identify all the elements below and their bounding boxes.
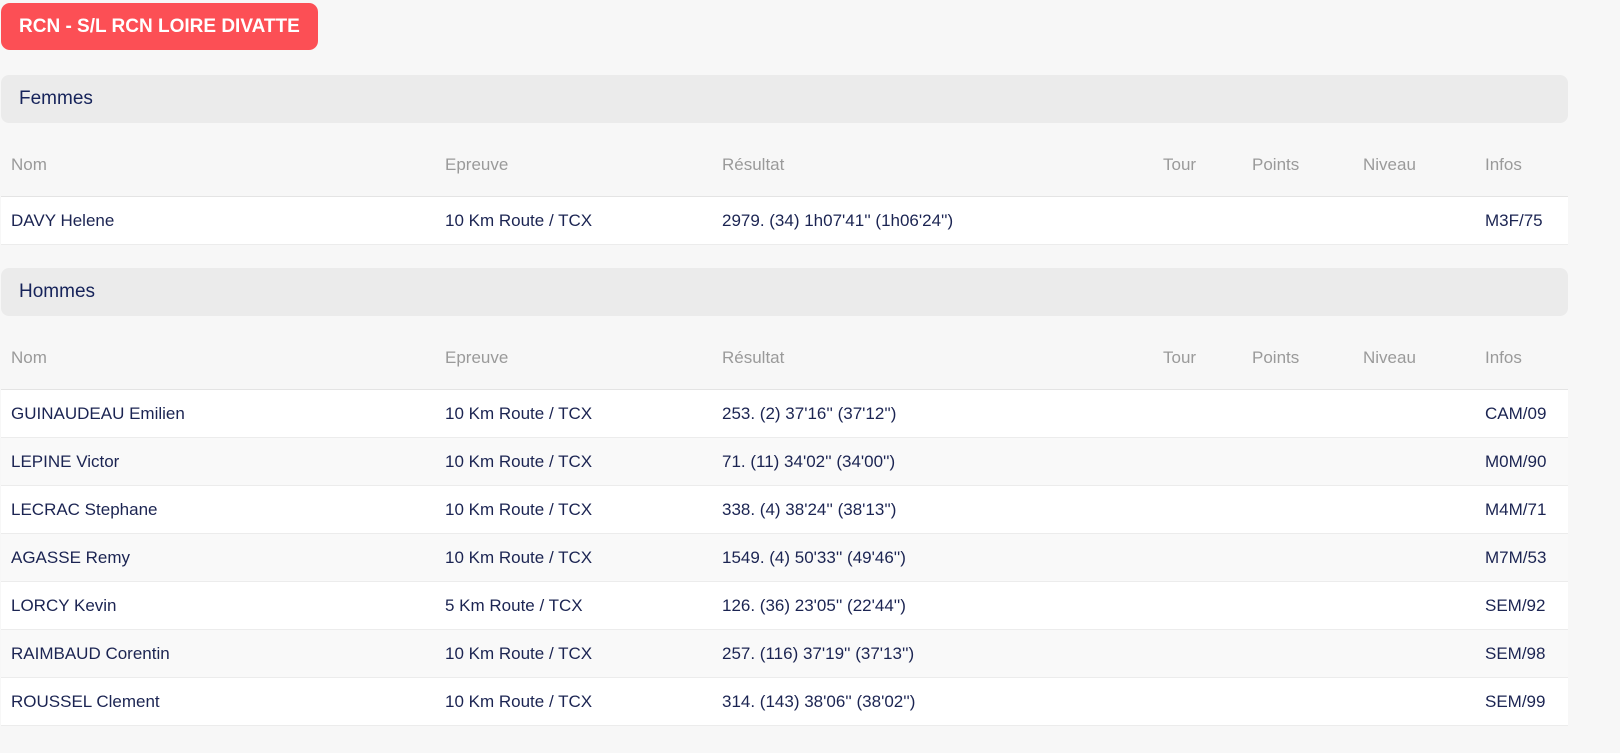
result: 126. (36) 23'05'' (22'44'')	[722, 596, 906, 615]
club-title-badge: RCN - S/L RCN LOIRE DIVATTE	[1, 3, 318, 50]
column-header[interactable]: Infos	[1485, 155, 1522, 174]
column-header[interactable]: Niveau	[1363, 348, 1416, 367]
result: 257. (116) 37'19'' (37'13'')	[722, 644, 915, 663]
result: 2979. (34) 1h07'41'' (1h06'24'')	[722, 211, 954, 230]
athlete-name[interactable]: ROUSSEL Clement	[11, 692, 160, 711]
table-row: LEPINE Victor 10 Km Route / TCX 71. (11)…	[1, 438, 1568, 486]
infos: M0M/90	[1485, 452, 1547, 471]
column-header[interactable]: Tour	[1163, 348, 1197, 367]
column-header[interactable]: Points	[1252, 348, 1300, 367]
table-row: ROUSSEL Clement 10 Km Route / TCX 314. (…	[1, 678, 1568, 726]
infos: M4M/71	[1485, 500, 1547, 519]
section-hommes: Hommes Nom Epreuve Résultat Tour Points Niveau…	[1, 268, 1568, 726]
table-row: LORCY Kevin 5 Km Route / TCX 126. (36) 2…	[1, 582, 1568, 630]
table-row: RAIMBAUD Corentin 10 Km Route / TCX 257.…	[1, 630, 1568, 678]
result: 314. (143) 38'06'' (38'02'')	[722, 692, 916, 711]
section-femmes: Femmes Nom Epreuve Résultat Tour Points Niveau…	[1, 75, 1568, 245]
event: 10 Km Route / TCX	[445, 452, 593, 471]
athlete-name[interactable]: GUINAUDEAU Emilien	[11, 404, 185, 423]
result: 253. (2) 37'16'' (37'12'')	[722, 404, 897, 423]
athlete-name[interactable]: LEPINE Victor	[11, 452, 120, 471]
event: 5 Km Route / TCX	[445, 596, 583, 615]
event: 10 Km Route / TCX	[445, 644, 593, 663]
result: 338. (4) 38'24'' (38'13'')	[722, 500, 897, 519]
event: 10 Km Route / TCX	[445, 548, 593, 567]
event: 10 Km Route / TCX	[445, 211, 593, 230]
column-header[interactable]: Tour	[1163, 155, 1197, 174]
section-title: Femmes	[1, 75, 1568, 123]
result: 1549. (4) 50'33'' (49'46'')	[722, 548, 906, 567]
table-row: DAVY Helene 10 Km Route / TCX 2979. (34)…	[1, 197, 1568, 245]
column-header[interactable]: Epreuve	[445, 155, 509, 174]
event: 10 Km Route / TCX	[445, 500, 593, 519]
infos: M7M/53	[1485, 548, 1547, 567]
infos: M3F/75	[1485, 211, 1543, 230]
table-row: AGASSE Remy 10 Km Route / TCX 1549. (4) …	[1, 534, 1568, 582]
column-header[interactable]: Résultat	[722, 155, 785, 174]
event: 10 Km Route / TCX	[445, 404, 593, 423]
table-row: LECRAC Stephane 10 Km Route / TCX 338. (…	[1, 486, 1568, 534]
result: 71. (11) 34'02'' (34'00'')	[722, 452, 896, 471]
table-header: Nom Epreuve Résultat Tour Points Niveau Infos	[1, 123, 1568, 197]
infos: SEM/92	[1485, 596, 1546, 615]
column-header[interactable]: Points	[1252, 155, 1300, 174]
column-header[interactable]: Résultat	[722, 348, 785, 367]
table-header: Nom Epreuve Résultat Tour Points Niveau Infos	[1, 316, 1568, 390]
event: 10 Km Route / TCX	[445, 692, 593, 711]
column-header[interactable]: Nom	[11, 348, 47, 367]
athlete-name[interactable]: AGASSE Remy	[11, 548, 131, 567]
infos: CAM/09	[1485, 404, 1547, 423]
athlete-name[interactable]: LORCY Kevin	[11, 596, 117, 615]
table-row: GUINAUDEAU Emilien 10 Km Route / TCX 253…	[1, 390, 1568, 438]
column-header[interactable]: Nom	[11, 155, 47, 174]
column-header[interactable]: Infos	[1485, 348, 1522, 367]
infos: SEM/99	[1485, 692, 1546, 711]
column-header[interactable]: Niveau	[1363, 155, 1416, 174]
athlete-name[interactable]: RAIMBAUD Corentin	[11, 644, 170, 663]
athlete-name[interactable]: DAVY Helene	[11, 211, 115, 230]
section-title: Hommes	[1, 268, 1568, 316]
athlete-name[interactable]: LECRAC Stephane	[11, 500, 158, 519]
infos: SEM/98	[1485, 644, 1546, 663]
column-header[interactable]: Epreuve	[445, 348, 509, 367]
